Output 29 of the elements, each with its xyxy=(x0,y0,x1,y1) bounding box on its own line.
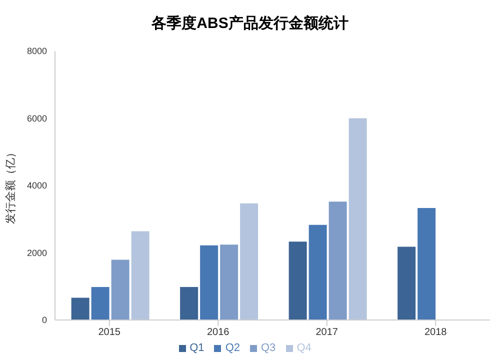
y-axis-title: 发行金额（亿） xyxy=(4,147,17,224)
x-tick-label: 2017 xyxy=(316,327,338,338)
x-tick-label: 2016 xyxy=(207,327,230,338)
bar xyxy=(348,118,367,320)
bar xyxy=(418,208,436,320)
bar xyxy=(131,231,150,320)
bar xyxy=(200,245,218,320)
x-tick-label: 2018 xyxy=(424,327,448,338)
bar xyxy=(328,202,347,320)
bar xyxy=(240,203,258,320)
bar xyxy=(308,224,327,320)
bar xyxy=(71,298,90,320)
bar xyxy=(180,287,198,320)
chart-title: 各季度ABS产品发行金额统计 xyxy=(150,14,350,33)
legend-label: Q3 xyxy=(261,342,276,354)
bar xyxy=(398,246,416,320)
y-tick-label: 2000 xyxy=(26,248,47,258)
x-tick-label: 2015 xyxy=(98,327,121,338)
bar xyxy=(91,287,110,320)
y-tick-label: 6000 xyxy=(26,113,47,124)
bar xyxy=(220,244,238,320)
legend-label: Q1 xyxy=(190,342,204,354)
bar xyxy=(288,242,307,320)
legend-label: Q4 xyxy=(296,342,312,354)
legend-label: Q2 xyxy=(225,342,240,354)
y-tick-label: 8000 xyxy=(26,46,47,56)
y-tick-label: 0 xyxy=(42,315,47,326)
y-tick-label: 4000 xyxy=(26,180,47,191)
bar xyxy=(111,260,130,320)
